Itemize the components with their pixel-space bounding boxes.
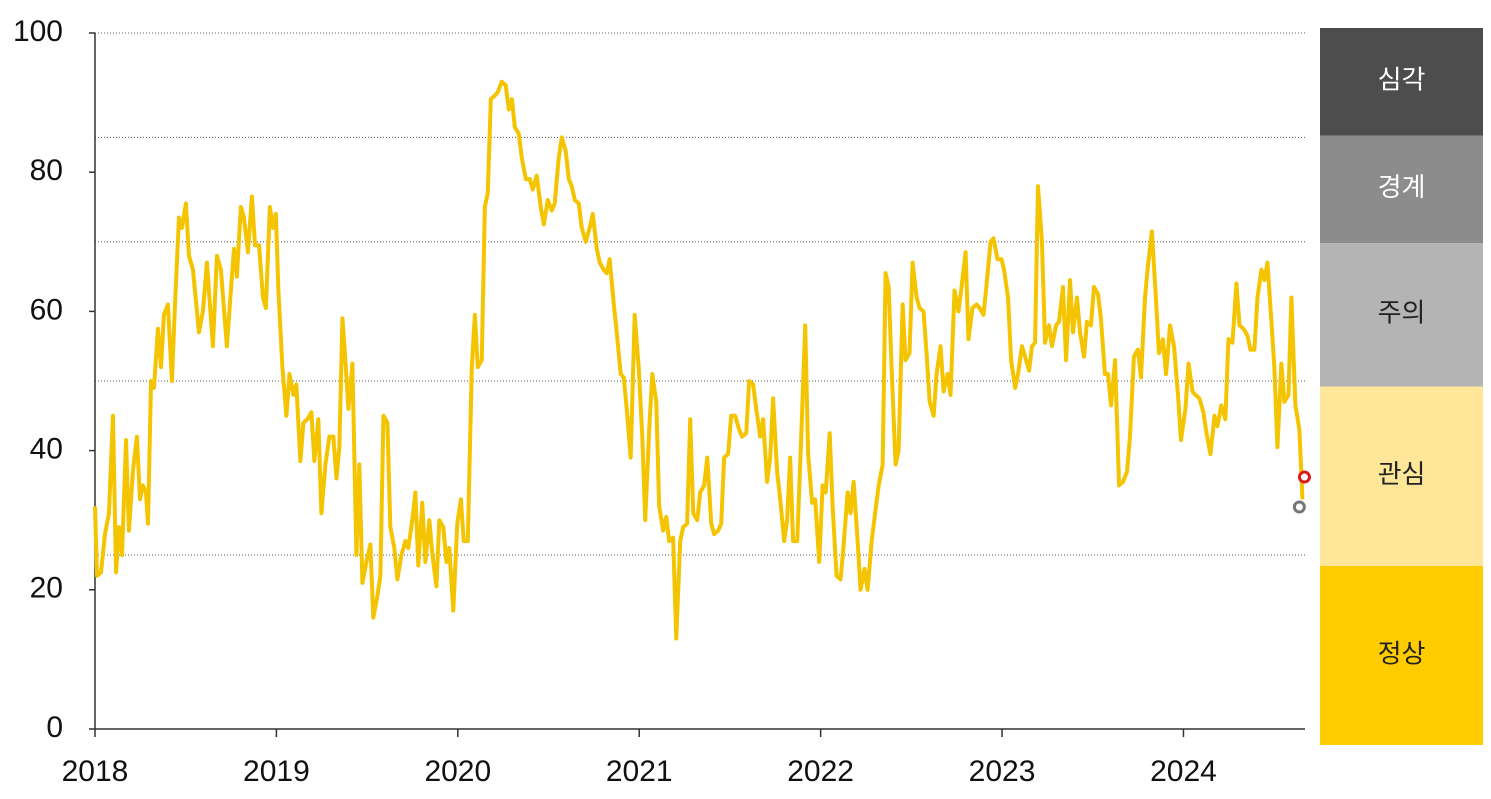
y-tick-label: 40: [30, 433, 63, 466]
x-tick-label: 2022: [787, 755, 854, 788]
x-tick-label: 2019: [243, 755, 310, 788]
marker: [1297, 470, 1311, 484]
marker: [1292, 500, 1306, 514]
band-label: 주의: [1378, 298, 1426, 328]
y-tick-label: 60: [30, 293, 63, 326]
band: [1320, 386, 1483, 566]
x-tick-label: 2021: [606, 755, 673, 788]
x-tick-label: 2023: [969, 755, 1036, 788]
band-label: 관심: [1378, 459, 1426, 489]
y-tick-label: 80: [30, 154, 63, 187]
x-tick-label: 2024: [1150, 755, 1217, 788]
band: [1320, 565, 1483, 745]
x-tick-label: 2018: [62, 755, 129, 788]
band: [1320, 243, 1483, 387]
y-tick-label: 100: [13, 15, 63, 48]
band-label: 경계: [1378, 172, 1426, 202]
y-tick-label: 0: [46, 711, 63, 744]
band: [1320, 28, 1483, 136]
band: [1320, 135, 1483, 244]
band-label: 정상: [1378, 638, 1426, 668]
data-line: [93, 79, 1305, 641]
y-tick-label: 20: [30, 572, 63, 605]
band-label: 심각: [1378, 65, 1426, 95]
x-tick-label: 2020: [424, 755, 491, 788]
